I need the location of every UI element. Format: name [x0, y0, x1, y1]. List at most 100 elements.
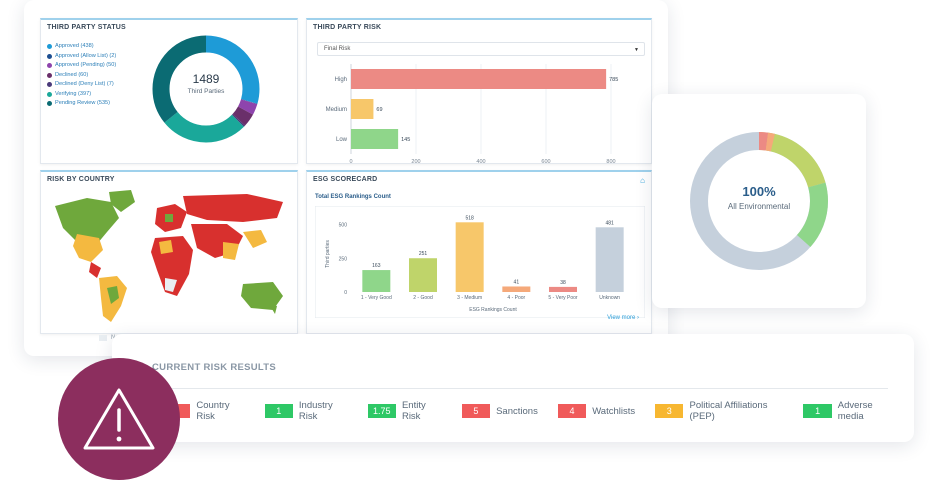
risk-result-label: Watchlists — [592, 405, 636, 417]
third-party-status-title: THIRD PARTY STATUS — [47, 24, 126, 31]
status-legend-label: Approved (Allow List) (2) — [55, 52, 117, 59]
status-legend-label: Declined (60) — [55, 71, 89, 78]
status-legend-item[interactable]: Approved (438) — [47, 42, 116, 52]
view-more-link[interactable]: View more › — [607, 315, 639, 321]
risk-result-label: Political Affiliations (PEP) — [689, 400, 768, 422]
legend-dot-icon — [47, 44, 52, 50]
warning-icon — [83, 388, 155, 450]
risk-bar — [351, 129, 399, 149]
risk-bar-chart: 0 200 400 600 800 High 785 Medium 69 Low 145 — [326, 64, 618, 165]
risk-x-tick-label: 200 — [411, 159, 420, 165]
esg-category-label: 1 - Very Good — [361, 295, 392, 301]
status-total: 1489 — [192, 72, 220, 86]
legend-dot-icon — [47, 53, 52, 59]
risk-type-select[interactable]: Final Risk ▼ — [317, 42, 645, 56]
world-map — [55, 190, 283, 322]
esg-bar-value: 251 — [419, 251, 428, 257]
legend-dot-icon — [47, 72, 52, 78]
esg-category-label: Unknown — [599, 295, 620, 301]
risk-category-label: Low — [336, 137, 348, 143]
legend-dot-icon — [47, 82, 52, 88]
status-legend-item[interactable]: Approved (Pending) (50) — [47, 61, 116, 71]
risk-result-label: Sanctions — [496, 405, 538, 417]
esg-bar — [549, 286, 577, 292]
esg-y-tick-label: 500 — [339, 223, 348, 229]
status-donut-center: 1489 Third Parties — [171, 72, 241, 95]
esg-y-tick-label: 250 — [339, 256, 348, 262]
esg-bar — [455, 222, 484, 292]
third-party-risk-title: THIRD PARTY RISK — [313, 24, 382, 31]
risk-result-label: Industry Risk — [298, 400, 333, 422]
risk-x-tick-label: 800 — [606, 159, 615, 165]
risk-bar — [351, 99, 374, 119]
status-legend-item[interactable]: Declined (60) — [47, 71, 116, 81]
risk-x-tick-label: 400 — [476, 159, 485, 165]
current-risk-title: CURRENT RISK RESULTS — [152, 362, 277, 373]
env-percent: 100% — [742, 184, 776, 199]
risk-score-chip[interactable]: 1 — [264, 404, 293, 418]
risk-category-label: Medium — [326, 107, 347, 113]
esg-bar — [362, 270, 391, 292]
third-party-status-panel: THIRD PARTY STATUS Approved (438) Approve… — [40, 18, 298, 164]
environmental-card: 100% All Environmental — [652, 94, 866, 308]
status-legend-item[interactable]: Approved (Allow List) (2) — [47, 52, 116, 62]
risk-by-country-panel: RISK BY COUNTRY None — [40, 170, 298, 341]
esg-category-label: 3 - Medium — [457, 295, 482, 301]
chevron-down-icon: ▼ — [634, 47, 639, 53]
status-legend-label: Approved (Pending) (50) — [55, 62, 117, 68]
risk-score-chip[interactable]: 3 — [655, 404, 684, 418]
esg-category-label: 4 - Poor — [507, 295, 525, 301]
legend-dot-icon — [47, 63, 52, 69]
alert-badge — [58, 358, 180, 480]
legend-dot-icon — [47, 91, 52, 97]
esg-bar-value: 38 — [560, 280, 566, 286]
risk-score-chip[interactable]: 5 — [461, 404, 491, 418]
risk-results-row: Country Risk 1 Industry Risk 1.75 Entity Ris… — [162, 400, 914, 422]
risk-type-select-value: Final Risk — [324, 46, 351, 52]
esg-x-axis-label: ESG Rankings Count — [469, 307, 517, 313]
status-legend-label: Declined (Deny List) (7) — [55, 81, 114, 87]
risk-category-label: High — [335, 77, 347, 83]
status-donut-slice — [152, 35, 260, 143]
env-ring-very-good — [690, 132, 828, 270]
esg-scorecard-title: ESG SCORECARD — [313, 176, 378, 183]
risk-result-label: Country Risk — [196, 400, 230, 422]
status-legend-item[interactable]: Verifying (397) — [47, 90, 116, 100]
risk-bar-value: 785 — [609, 77, 618, 83]
env-ring-very-poor — [690, 132, 828, 270]
esg-bar — [502, 286, 531, 292]
esg-bar-value: 41 — [514, 279, 520, 285]
third-party-risk-panel: THIRD PARTY RISK Final Risk ▼ 0 200 400 600… — [306, 18, 652, 165]
status-total-label: Third Parties — [187, 88, 225, 95]
risk-bar — [351, 69, 607, 89]
status-legend-item[interactable]: Pending Review (535) — [47, 99, 116, 109]
status-legend-label: Pending Review (535) — [55, 100, 111, 106]
status-legend-item[interactable]: Declined (Deny List) (7) — [47, 80, 116, 90]
esg-bar — [409, 258, 437, 292]
esg-subtitle: Total ESG Rankings Count — [315, 194, 391, 200]
risk-bar-value: 69 — [376, 107, 382, 113]
current-risk-card: CURRENT RISK RESULTS Country Risk 1 Indust… — [112, 334, 914, 442]
environmental-donut — [690, 132, 828, 270]
view-more-label: View more — [607, 315, 636, 321]
status-legend-label: Verifying (397) — [55, 90, 92, 97]
env-label: All Environmental — [727, 202, 791, 211]
status-legend: Approved (438) Approved (Allow List) (2) A… — [47, 42, 116, 109]
risk-by-country-title: RISK BY COUNTRY — [47, 176, 115, 183]
risk-score-chip[interactable]: 1.75 — [367, 404, 396, 418]
risk-result-label: Entity Risk — [401, 400, 426, 422]
risk-bar-value: 145 — [401, 137, 410, 143]
status-legend-label: Approved (438) — [55, 43, 94, 49]
esg-bar — [595, 227, 624, 292]
env-center: 100% All Environmental — [652, 184, 866, 211]
esg-y-axis-label: Third parties — [325, 240, 331, 268]
esg-y-tick-label: 0 — [344, 290, 347, 296]
map-legend-swatch — [99, 335, 107, 341]
tag-icon[interactable]: ⌂ — [640, 176, 645, 185]
risk-score-chip[interactable]: 1 — [803, 404, 832, 418]
esg-category-label: 5 - Very Poor — [548, 295, 578, 301]
risk-score-chip[interactable]: 4 — [557, 404, 587, 418]
risk-result-label: Adverse media — [837, 400, 873, 422]
esg-bar-value: 163 — [372, 263, 381, 269]
legend-dot-icon — [47, 101, 52, 107]
